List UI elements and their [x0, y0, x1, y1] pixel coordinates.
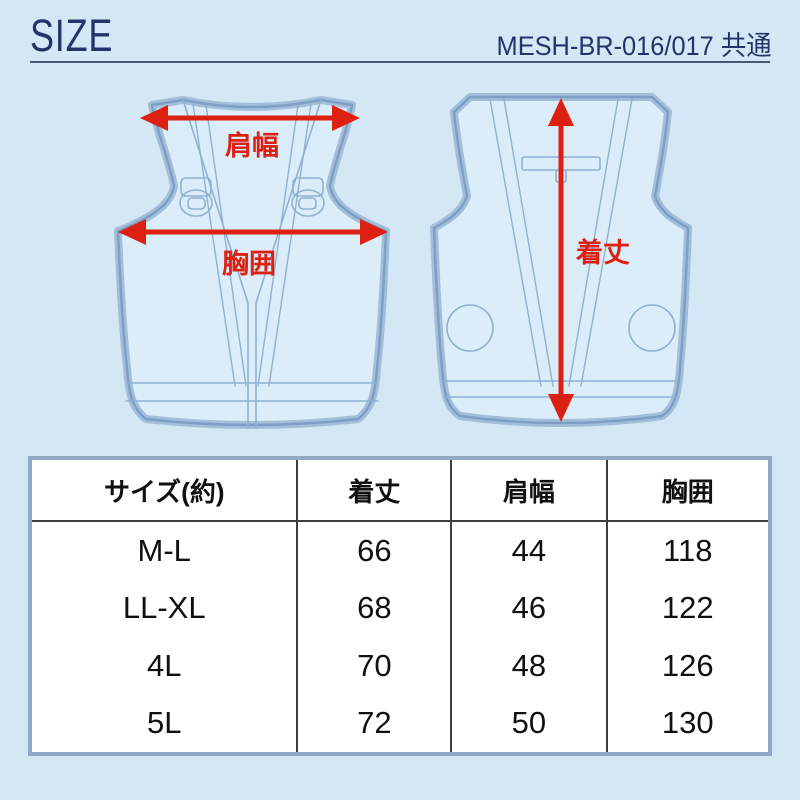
table-cell: 126	[661, 647, 714, 683]
chest-girth-label: 胸囲	[222, 249, 276, 279]
column-header-length: 着丈	[298, 460, 453, 522]
size-table: サイズ(約) 着丈 肩幅 胸囲 M-L 66 44 118 LL-XL 68 4…	[28, 456, 772, 756]
table-cell: 4L	[32, 637, 299, 695]
header-divider	[30, 61, 770, 63]
model-number: MESH-BR-016/017 共通	[496, 31, 772, 61]
table-cell: 118	[663, 532, 713, 568]
chest-girth-arrow	[118, 219, 388, 245]
shoulder-width-arrow	[140, 105, 360, 131]
column-header-chest: 胸囲	[607, 460, 768, 522]
left-buckle-icon	[179, 177, 213, 217]
shoulder-width-label: 肩幅	[225, 131, 279, 161]
table-cell: 70	[298, 637, 453, 695]
body-length-label: 着丈	[576, 238, 630, 268]
table-cell: 48	[452, 637, 608, 695]
table-cell: 66	[298, 522, 453, 580]
table-cell: 5L	[32, 694, 299, 752]
table-cell: 50	[452, 694, 608, 752]
column-header-size: サイズ(約)	[32, 460, 299, 522]
table-cell: 122	[661, 590, 714, 626]
table-cell: 130	[661, 705, 714, 741]
table-cell: 44	[452, 522, 608, 580]
body-length-arrow	[548, 98, 574, 422]
column-header-shoulder: 肩幅	[452, 460, 608, 522]
vest-measure-diagram	[114, 93, 692, 429]
table-cell: M-L	[32, 522, 299, 580]
table-cell: 46	[452, 579, 608, 637]
right-fan-hole-icon	[628, 304, 676, 352]
front-vest-drawing	[114, 96, 390, 429]
page-title: SIZE	[30, 10, 114, 61]
left-fan-hole-icon	[446, 304, 494, 352]
right-buckle-icon	[291, 177, 325, 217]
table-cell: LL-XL	[32, 579, 299, 637]
table-cell: 68	[298, 579, 453, 637]
table-cell: 72	[298, 694, 453, 752]
